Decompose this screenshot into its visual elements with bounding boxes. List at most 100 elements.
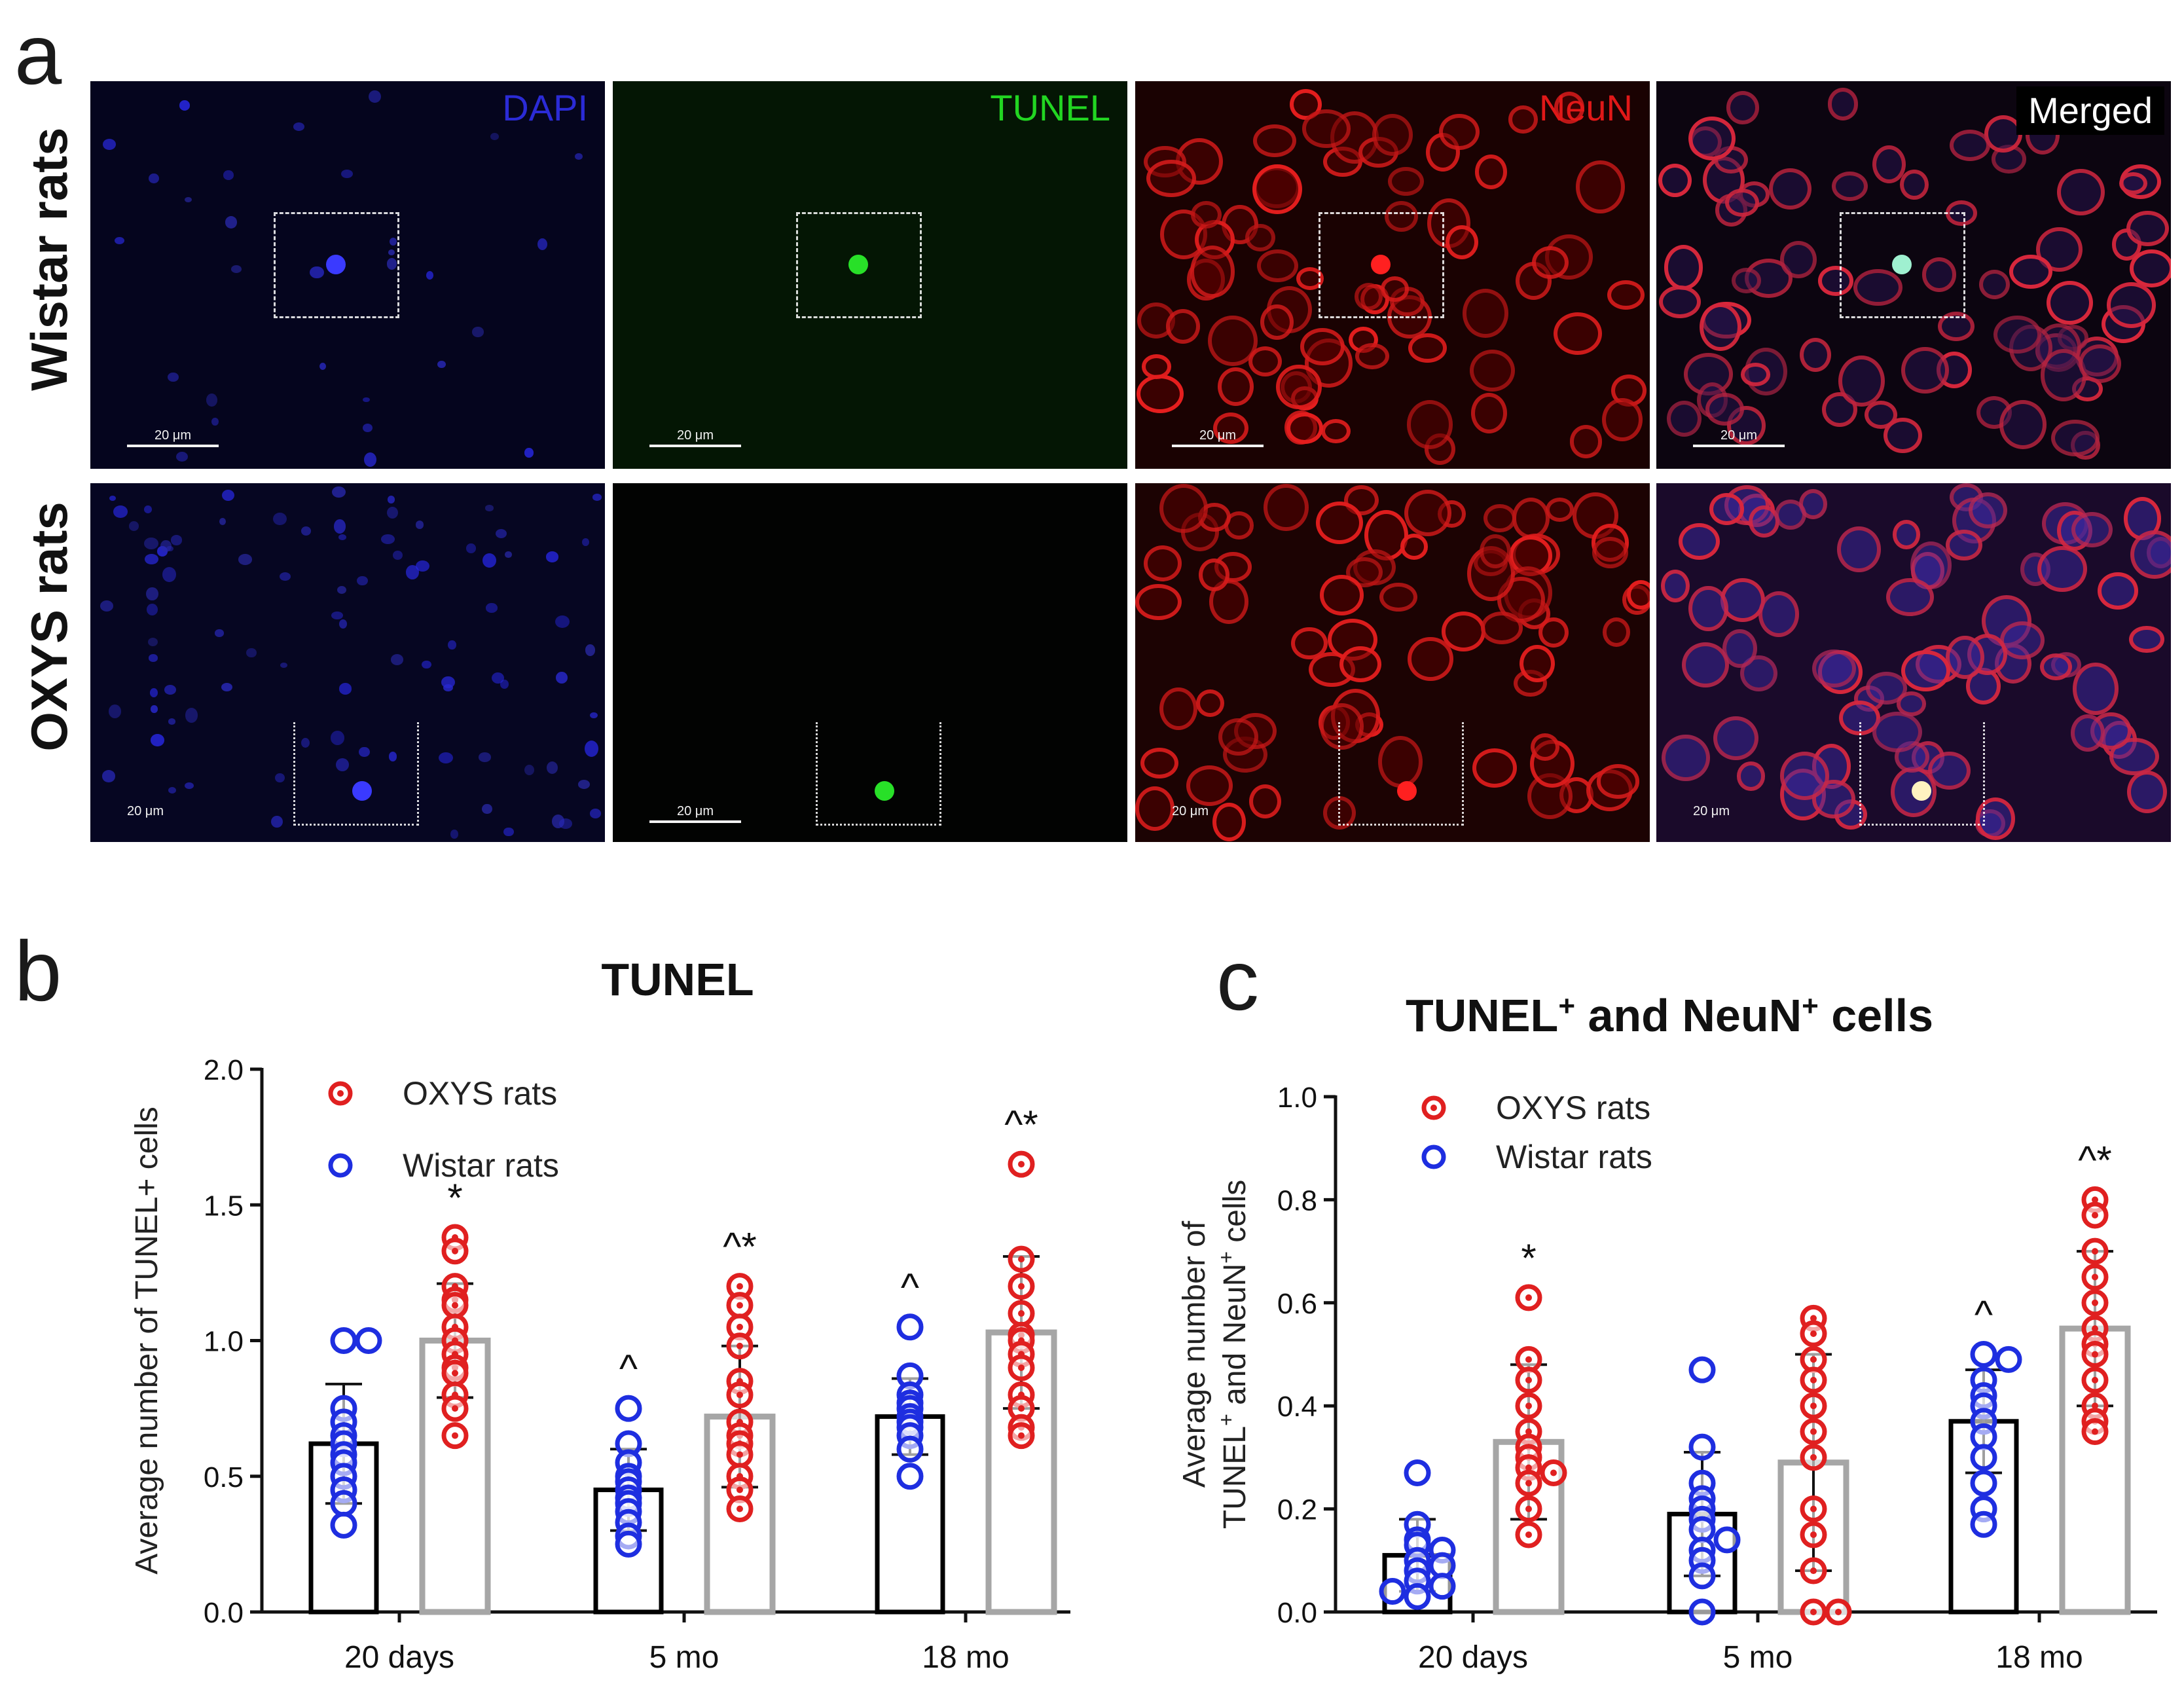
cell-blob bbox=[1901, 650, 1950, 692]
apoptotic-cell bbox=[1912, 781, 1931, 801]
cell-blob bbox=[1812, 780, 1855, 818]
cell-blob bbox=[1159, 687, 1197, 730]
significance-marker: ^ bbox=[1975, 1293, 1993, 1337]
cell-blob bbox=[1626, 580, 1650, 610]
cell-blob bbox=[448, 640, 456, 650]
cell-blob bbox=[1380, 276, 1410, 302]
cell-blob bbox=[164, 684, 177, 695]
point-oxys-dot bbox=[737, 1283, 743, 1290]
y-tick-label: 0.2 bbox=[1277, 1494, 1317, 1526]
cell-blob bbox=[577, 779, 590, 789]
x-category-label: 18 mo bbox=[922, 1640, 1009, 1675]
point-wistar bbox=[1404, 1459, 1431, 1487]
point-oxys-dot bbox=[2092, 1325, 2098, 1332]
cell-blob bbox=[1248, 346, 1283, 377]
cell-blob bbox=[1726, 90, 1760, 124]
cell-blob bbox=[1141, 354, 1171, 379]
y-tick-label: 0.8 bbox=[1277, 1184, 1317, 1217]
point-wistar bbox=[1688, 1356, 1716, 1383]
cell-blob bbox=[337, 585, 347, 594]
x-category-label: 18 mo bbox=[1995, 1640, 2083, 1675]
cell-blob bbox=[338, 619, 347, 629]
y-tick-label: 1.0 bbox=[204, 1326, 244, 1358]
legend-marker-wistar bbox=[1421, 1144, 1446, 1169]
cell-blob bbox=[589, 809, 601, 818]
cell-blob bbox=[1569, 425, 1603, 458]
cell-blob bbox=[150, 705, 158, 713]
cell-blob bbox=[1372, 114, 1413, 156]
cell-blob bbox=[1662, 734, 1710, 781]
point-wistar bbox=[1970, 1444, 1997, 1471]
scale-bar-label: 20 μm bbox=[1199, 428, 1236, 443]
zoom-box bbox=[1319, 212, 1444, 318]
scale-bar-label: 20 μm bbox=[155, 428, 191, 443]
row-label-wistar: Wistar rats bbox=[20, 127, 78, 391]
point-oxys-dot bbox=[1835, 1609, 1842, 1615]
cell-blob bbox=[1379, 583, 1417, 612]
cell-blob bbox=[211, 417, 219, 426]
cell-blob bbox=[1993, 315, 2042, 354]
cell-blob bbox=[505, 551, 512, 558]
cell-blob bbox=[1831, 171, 1868, 201]
cell-blob bbox=[128, 521, 139, 532]
cell-blob bbox=[1257, 249, 1299, 283]
cell-blob bbox=[389, 752, 397, 761]
legend-label: Wistar rats bbox=[1496, 1139, 1652, 1175]
cell-blob bbox=[310, 266, 324, 279]
cell-blob bbox=[147, 604, 158, 616]
cell-blob bbox=[1470, 349, 1515, 392]
cell-blob bbox=[1400, 533, 1429, 560]
cell-blob bbox=[332, 486, 346, 498]
cell-blob bbox=[148, 637, 158, 646]
point-wistar bbox=[1995, 1345, 2022, 1373]
point-oxys-dot bbox=[1810, 1567, 1817, 1575]
cell-blob bbox=[492, 672, 505, 684]
cell-blob bbox=[145, 554, 158, 565]
cell-blob bbox=[1779, 752, 1829, 800]
cell-blob bbox=[415, 521, 424, 529]
cell-blob bbox=[1276, 364, 1322, 410]
cell-blob bbox=[1483, 504, 1516, 533]
scale-bar-label: 20 μm bbox=[1720, 428, 1757, 443]
cell-blob bbox=[545, 551, 559, 562]
cell-blob bbox=[319, 362, 327, 370]
cell-blob bbox=[2106, 282, 2157, 329]
point-oxys-dot bbox=[737, 1451, 743, 1458]
cell-blob bbox=[151, 734, 164, 746]
cell-blob bbox=[482, 803, 492, 815]
point-wistar bbox=[330, 1327, 357, 1354]
cell-blob bbox=[1968, 492, 2008, 529]
point-oxys-dot bbox=[1018, 1432, 1025, 1439]
point-wistar bbox=[1970, 1341, 1997, 1368]
cell-blob bbox=[1249, 784, 1282, 818]
point-oxys-dot bbox=[1525, 1531, 1532, 1538]
point-oxys-dot bbox=[1550, 1469, 1557, 1476]
cell-blob bbox=[1798, 488, 1828, 519]
cell-blob bbox=[1884, 418, 1922, 454]
cell-blob bbox=[1946, 635, 1985, 680]
cell-blob bbox=[386, 507, 398, 519]
cell-blob bbox=[1186, 765, 1233, 807]
cell-blob bbox=[1199, 558, 1230, 592]
cell-blob bbox=[1286, 412, 1323, 444]
chart-title: TUNEL bbox=[601, 954, 754, 1005]
point-wistar bbox=[896, 1435, 924, 1463]
cell-blob bbox=[1592, 537, 1628, 568]
cell-blob bbox=[2071, 511, 2113, 547]
cell-blob bbox=[422, 660, 432, 669]
point-wistar bbox=[896, 1463, 924, 1490]
zoom-box bbox=[1859, 722, 1985, 826]
cell-blob bbox=[162, 567, 176, 582]
micrograph-wistar-neun: 20 μm NeuN bbox=[1135, 81, 1650, 469]
cell-blob bbox=[1688, 586, 1728, 632]
cell-blob bbox=[331, 611, 344, 620]
apoptotic-cell bbox=[326, 255, 346, 274]
cell-blob bbox=[1758, 591, 1800, 637]
cell-blob bbox=[1545, 498, 1574, 522]
significance-marker: ^* bbox=[1004, 1103, 1038, 1146]
apoptotic-cell bbox=[1397, 781, 1417, 801]
point-oxys-dot bbox=[2092, 1402, 2098, 1410]
cell-blob bbox=[2130, 530, 2171, 579]
cell-blob bbox=[485, 504, 494, 511]
cell-blob bbox=[450, 830, 458, 839]
